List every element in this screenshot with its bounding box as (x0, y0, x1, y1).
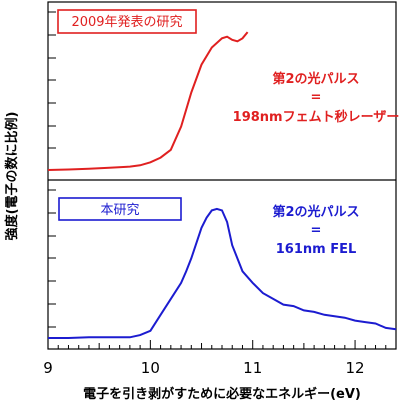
annotation-bottom-line2: = (311, 223, 322, 238)
y-axis-label: 強度(電子の数に比例) (4, 112, 20, 241)
annotation-bottom-line3: 161nm FEL (276, 242, 357, 257)
annotation-top-line1: 第2の光パルス (272, 71, 359, 87)
legend-box-2009 (57, 9, 197, 34)
series-line-2009 (47, 31, 249, 171)
legend-label-this-study: 本研究 (100, 203, 139, 218)
plot-frame (47, 1, 397, 350)
annotation-top-line2: = (311, 90, 322, 105)
annotation-top-line3: 198nmフェムト秒レーザー (233, 109, 400, 125)
x-axis-label: 電子を引き剥がすために必要なエネルギー(eV) (83, 386, 361, 402)
y-ticks (48, 11, 56, 328)
x-tick-label-11: 11 (243, 359, 262, 377)
series-line-this-study (48, 207, 397, 339)
x-tick-label-12: 12 (346, 359, 365, 377)
x-tick-label-9: 9 (43, 359, 53, 377)
annotation-bottom-line1: 第2の光パルス (272, 204, 359, 220)
x-ticks: 9 10 11 12 (43, 340, 397, 377)
legend-label-2009: 2009年発表の研究 (71, 15, 182, 30)
legend-box-this-study (58, 197, 182, 221)
x-tick-label-10: 10 (141, 359, 160, 377)
